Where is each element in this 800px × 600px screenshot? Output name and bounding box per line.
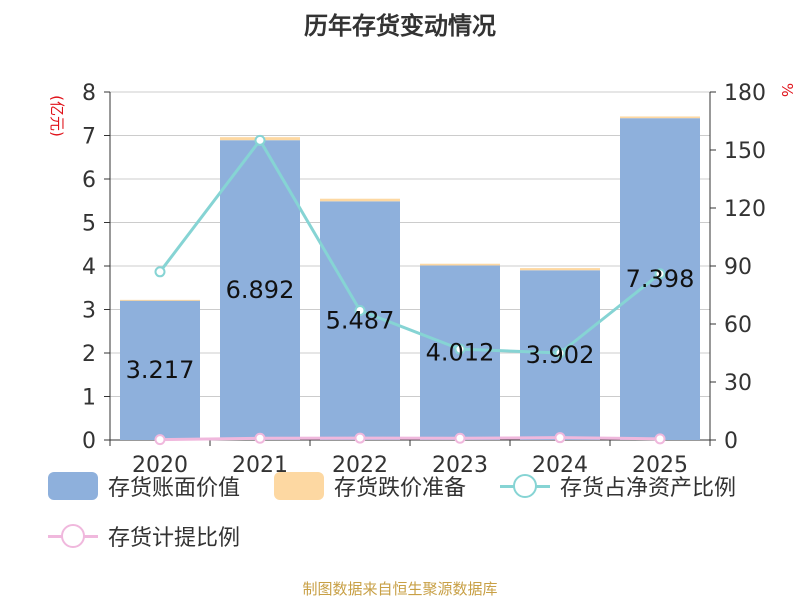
x-axis-tick-label: 2024 [532, 453, 588, 478]
bar-reserve [620, 116, 700, 119]
ratio-net-assets-point [254, 134, 266, 146]
ratio-net-assets-point [354, 304, 366, 316]
right-axis-tick-label: 180 [724, 81, 766, 106]
bar-data-label: 3.902 [526, 341, 595, 369]
left-axis-tick-label: 4 [82, 255, 96, 280]
right-axis-tick-label: 60 [724, 313, 752, 338]
provision-ratio-point [154, 434, 166, 446]
ratio-net-assets-point [154, 266, 166, 278]
source-note: 制图数据来自恒生聚源数据库 [302, 580, 498, 598]
bar-book-value [220, 140, 300, 440]
provision-ratio-point [654, 433, 666, 445]
right-axis-tick-label: 0 [724, 429, 738, 454]
provision-ratio-line [159, 436, 661, 442]
chart-title: 历年存货变动情况 [304, 12, 496, 40]
bar-data-label: 4.012 [426, 339, 495, 367]
left-axis-tick-label: 2 [82, 342, 96, 367]
legend-item-book-value[interactable]: 存货账面价值 [48, 470, 240, 502]
right-axis-tick-label: 30 [724, 371, 752, 396]
legend-item-ratio-net-assets[interactable]: 存货占净资产比例 [500, 470, 736, 502]
provision-ratio-point [554, 432, 566, 444]
legend-label-book-value: 存货账面价值 [108, 476, 241, 501]
ratio-net-assets-point [554, 347, 566, 359]
left-axis-tick-label: 7 [82, 125, 96, 150]
left-axis-tick-label: 8 [82, 81, 96, 106]
bar-data-label: 7.398 [626, 265, 695, 293]
legend-swatch-book-value [48, 472, 98, 500]
left-axis-unit: (亿元) [48, 95, 66, 137]
left-axis-tick-label: 1 [82, 386, 96, 411]
bar-book-value [120, 300, 200, 440]
legend-swatch-provision-ratio [48, 522, 98, 550]
ratio-net-assets-point [454, 343, 466, 355]
legend-item-reserve[interactable]: 存货跌价准备 [274, 470, 466, 502]
provision-ratio-point [354, 432, 366, 444]
provision-ratio-point [254, 432, 266, 444]
right-axis-tick-label: 90 [724, 255, 752, 280]
bar-reserve [520, 268, 600, 271]
bar-data-label: 5.487 [326, 307, 395, 335]
left-axis-tick-label: 5 [82, 212, 96, 237]
legend-swatch-ratio-net-assets [500, 472, 550, 500]
provision-ratio-point [454, 432, 466, 444]
right-axis-tick-label: 150 [724, 139, 766, 164]
x-axis-tick-label: 2025 [632, 453, 688, 478]
bar-reserve [420, 263, 500, 266]
legend-swatch-reserve [274, 472, 324, 500]
bar-reserve [320, 198, 400, 202]
legend-label-ratio-net-assets: 存货占净资产比例 [560, 476, 737, 501]
ratio-net-assets-point [654, 268, 666, 280]
left-axis-tick-label: 0 [82, 429, 96, 454]
right-axis-tick-label: 120 [724, 197, 766, 222]
legend-label-reserve: 存货跌价准备 [334, 476, 467, 501]
x-axis-tick-label: 2023 [432, 453, 488, 478]
right-axis-unit: % [778, 83, 796, 97]
left-axis-tick-label: 6 [82, 168, 96, 193]
ratio-net-assets-line [158, 137, 661, 355]
bar-reserve [120, 299, 200, 301]
x-axis-tick-label: 2022 [332, 453, 388, 478]
legend-item-provision-ratio[interactable]: 存货计提比例 [48, 520, 240, 552]
legend-label-provision-ratio: 存货计提比例 [108, 526, 241, 551]
bar-data-label: 6.892 [226, 276, 295, 304]
bar-data-label: 3.217 [126, 356, 195, 384]
x-axis-tick-label: 2020 [132, 453, 188, 478]
left-axis-tick-label: 3 [82, 299, 96, 324]
